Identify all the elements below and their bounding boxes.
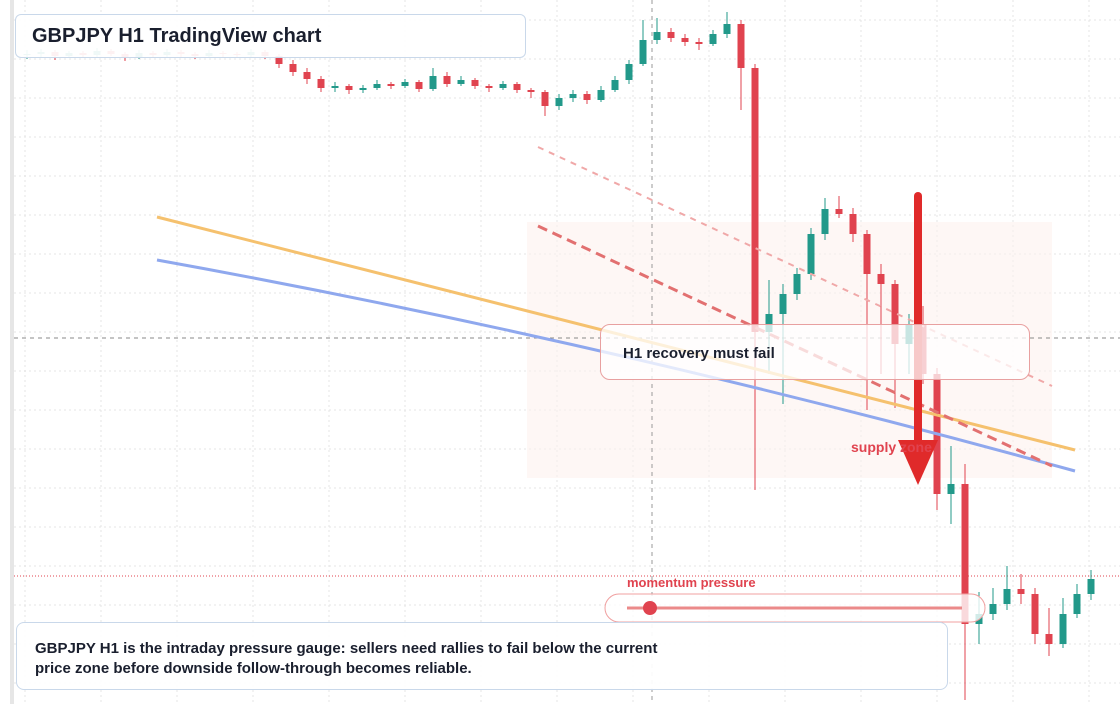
candle-body: [681, 38, 689, 42]
candle-body: [1045, 634, 1053, 644]
candle-body: [569, 94, 577, 98]
candle-body: [471, 80, 479, 86]
candle-body: [1073, 594, 1081, 614]
left-edge: [10, 0, 14, 704]
candle-body: [793, 274, 801, 294]
candle-body: [625, 64, 633, 80]
candle-body: [275, 56, 283, 64]
candle-body: [1059, 614, 1067, 644]
candle-body: [611, 80, 619, 90]
trendline-lower: [537, 224, 1053, 468]
candle-body: [947, 484, 955, 494]
candle-body: [1087, 579, 1095, 594]
candle-body: [807, 234, 815, 274]
title: GBPJPY H1 TradingView chart: [32, 25, 322, 47]
candle-body: [695, 42, 703, 44]
candle-body: [597, 90, 605, 100]
candle-body: [345, 86, 353, 90]
candle-body: [1031, 594, 1039, 634]
candle-body: [821, 209, 829, 234]
description-box: GBPJPY H1 is the intraday pressure gauge…: [16, 622, 948, 690]
candle-body: [527, 90, 535, 92]
candle-body: [387, 84, 395, 86]
gauge-knob: [643, 601, 657, 615]
candle-body: [1017, 589, 1025, 594]
annotation-box: H1 recovery must fail: [600, 324, 1030, 380]
candle-body: [415, 82, 423, 89]
arrow-head: [898, 440, 938, 485]
supply-label: supply zone: [851, 439, 932, 455]
candle-body: [989, 604, 997, 614]
candle-body: [303, 72, 311, 79]
candle-body: [751, 68, 759, 332]
candle-body: [961, 484, 969, 624]
candle-body: [653, 32, 661, 40]
gauge-label: momentum pressure: [627, 575, 756, 590]
candle-body: [723, 24, 731, 34]
candle-body: [443, 76, 451, 84]
annotation: H1 recovery must fail: [623, 345, 775, 362]
candle-body: [429, 76, 437, 89]
candle-body: [765, 314, 773, 332]
title-box: GBPJPY H1 TradingView chart: [15, 14, 526, 58]
candle-body: [779, 294, 787, 314]
candle-body: [485, 86, 493, 88]
candle-body: [639, 40, 647, 64]
candle-body: [709, 34, 717, 44]
candle-body: [317, 79, 325, 88]
candle-body: [891, 284, 899, 344]
candle-body: [863, 234, 871, 274]
candle-body: [359, 88, 367, 90]
candle-body: [583, 94, 591, 100]
candle-body: [331, 86, 339, 88]
candle-body: [401, 82, 409, 86]
description: GBPJPY H1 is the intraday pressure gauge…: [35, 640, 658, 677]
candle-body: [667, 32, 675, 38]
candle-body: [737, 24, 745, 68]
candle-body: [877, 274, 885, 284]
candle-body: [289, 64, 297, 72]
candle-body: [457, 80, 465, 84]
candle-body: [835, 209, 843, 214]
candle-body: [555, 98, 563, 106]
candle-body: [499, 84, 507, 88]
candle-body: [373, 84, 381, 88]
candle-body: [849, 214, 857, 234]
candle-body: [513, 84, 521, 90]
candle-body: [541, 92, 549, 106]
candle-body: [1003, 589, 1011, 604]
